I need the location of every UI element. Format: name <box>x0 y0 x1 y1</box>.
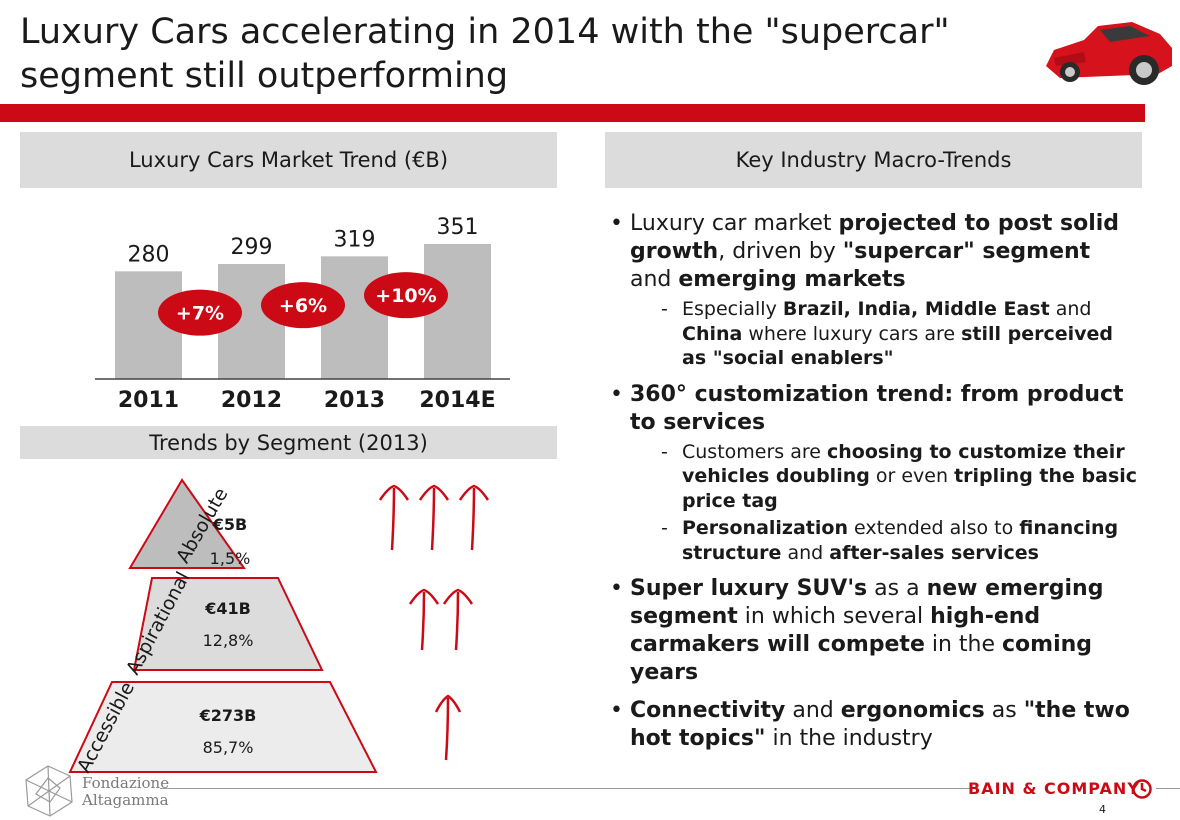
bar-value-label: 299 <box>231 235 273 260</box>
bain-logo-icon <box>1132 779 1152 799</box>
page-title: Luxury Cars accelerating in 2014 with th… <box>20 10 1020 98</box>
supercar-image <box>1046 22 1172 85</box>
x-tick-label: 2011 <box>118 388 179 413</box>
title-line-2: segment still outperforming <box>20 56 509 96</box>
growth-arrows-absolute <box>378 484 490 551</box>
growth-badge-label: +10% <box>375 285 436 307</box>
growth-badge <box>158 289 242 336</box>
macro-trends-header: Key Industry Macro-Trends <box>605 132 1142 188</box>
market-trend-bar-chart: 280 2011 299 2012 319 2013 351 2014E +7% +6% +10% <box>95 215 510 413</box>
footer-divider <box>160 788 970 789</box>
bain-logo-text: BAIN & COMPANY <box>968 779 1140 798</box>
partner-name-line-1: Fondazione <box>82 774 170 792</box>
market-trend-header: Luxury Cars Market Trend (€B) <box>20 132 557 188</box>
growth-badge <box>261 282 345 329</box>
title-line-1: Luxury Cars accelerating in 2014 with th… <box>20 12 950 52</box>
pyramid-tier-accessible <box>68 681 378 773</box>
x-tick-label: 2014E <box>419 388 495 413</box>
segment-value-aspirational: €41B <box>205 599 251 618</box>
page-number: 4 <box>1099 803 1106 816</box>
partner-name: Fondazione Altagamma <box>82 775 169 809</box>
partner-name-line-2: Altagamma <box>82 791 169 809</box>
footer-divider-end <box>1156 788 1180 789</box>
segments-header-label: Trends by Segment (2013) <box>149 430 428 455</box>
growth-badge-label: +6% <box>279 295 327 317</box>
title-accent-bar <box>0 104 1145 122</box>
x-tick-label: 2012 <box>221 388 282 413</box>
segment-share-absolute: 1,5% <box>209 549 251 568</box>
trend-sub-personalization: Personalization extended also to financi… <box>630 516 1138 565</box>
trend-bullet-customization: 360° customization trend: from product t… <box>608 381 1138 566</box>
altagamma-logo-icon <box>25 765 73 817</box>
x-tick-label: 2013 <box>324 388 385 413</box>
macro-trends-header-label: Key Industry Macro-Trends <box>735 148 1012 172</box>
segment-value-accessible: €273B <box>199 706 257 725</box>
market-trend-header-label: Luxury Cars Market Trend (€B) <box>128 148 449 172</box>
segments-header: Trends by Segment (2013) <box>20 426 557 459</box>
pyramid-tier-absolute <box>128 478 246 569</box>
trend-bullet-suv: Super luxury SUV's as a new emerging seg… <box>608 575 1138 687</box>
growth-badge-label: +7% <box>176 303 224 325</box>
macro-trends-list: Luxury car market projected to post soli… <box>608 210 1138 763</box>
bar-value-label: 280 <box>128 242 170 267</box>
trend-bullet-growth: Luxury car market projected to post soli… <box>608 210 1138 371</box>
segment-pyramid <box>68 478 490 773</box>
bar-value-label: 319 <box>334 227 376 252</box>
trend-sub-customize: Customers are choosing to customize thei… <box>630 440 1138 514</box>
segment-share-accessible: 85,7% <box>202 738 254 757</box>
growth-arrows-accessible <box>434 694 462 761</box>
bar-value-label: 351 <box>437 215 479 240</box>
pyramid-tier-aspirational <box>132 577 324 671</box>
growth-badge <box>364 272 448 319</box>
segment-value-absolute: €5B <box>212 515 248 534</box>
trend-bullet-connectivity: Connectivity and ergonomics as "the two … <box>608 697 1138 753</box>
segment-share-aspirational: 12,8% <box>202 631 254 650</box>
growth-arrows-aspirational <box>408 588 474 651</box>
trend-sub-markets: Especially Brazil, India, Middle East an… <box>630 297 1138 371</box>
